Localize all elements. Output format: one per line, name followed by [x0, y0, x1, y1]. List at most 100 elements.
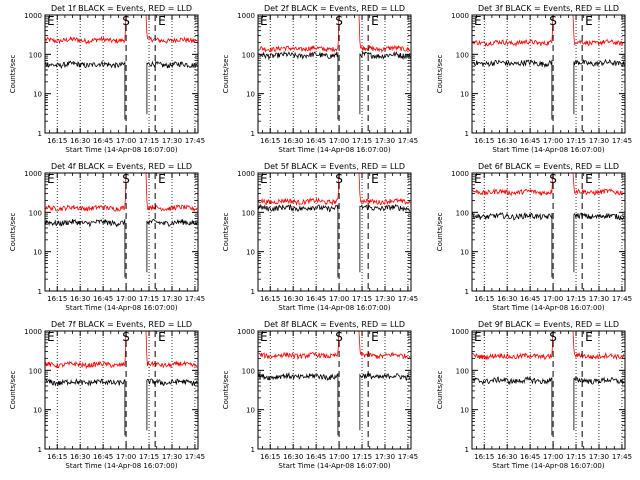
- marker-left-label: E: [47, 14, 55, 28]
- x-tick-label: 16:30: [283, 137, 303, 145]
- x-tick-label: 16:45: [93, 453, 113, 461]
- series-events-line: [472, 59, 553, 120]
- x-tick-label: 16:15: [47, 453, 67, 461]
- x-tick-label: 16:30: [70, 295, 90, 303]
- x-axis-label: Start Time (14-Apr-08 16:07:00): [492, 146, 604, 154]
- x-tick-label: 16:45: [306, 295, 326, 303]
- panel-title: Det 7f BLACK = Events, RED = LLD: [51, 320, 192, 329]
- marker-start-label: S: [122, 330, 130, 344]
- series-lld-line: [45, 172, 127, 212]
- series-lld-line: [258, 14, 340, 53]
- x-tick-label: 17:15: [139, 295, 159, 303]
- series-lld-line: [45, 330, 127, 370]
- panel-title: Det 5f BLACK = Events, RED = LLD: [264, 162, 405, 171]
- marker-end-label: E: [158, 14, 166, 28]
- x-tick-label: 17:15: [566, 295, 586, 303]
- y-tick-label: 100: [242, 51, 255, 59]
- series-lld-line: [572, 14, 625, 46]
- series-lld-line: [572, 330, 625, 361]
- marker-end-label: E: [158, 172, 166, 186]
- x-tick-label: 17:45: [612, 295, 632, 303]
- x-tick-label: 17:30: [589, 295, 609, 303]
- x-tick-label: 16:45: [520, 295, 540, 303]
- x-tick-label: 16:45: [520, 137, 540, 145]
- series-events-line: [573, 58, 625, 115]
- x-tick-label: 17:30: [162, 295, 182, 303]
- x-tick-label: 17:00: [543, 295, 563, 303]
- y-tick-label: 10: [460, 249, 469, 257]
- x-tick-label: 17:45: [398, 137, 418, 145]
- marker-left-label: E: [474, 330, 482, 344]
- x-tick-label: 17:45: [398, 295, 418, 303]
- marker-start-label: S: [122, 172, 130, 186]
- y-tick-label: 1000: [24, 328, 42, 336]
- y-axis-label: Counts/sec: [222, 213, 230, 252]
- marker-left-label: E: [260, 330, 268, 344]
- series-lld-line: [145, 172, 198, 212]
- x-tick-label: 17:30: [589, 453, 609, 461]
- plot-frame: [471, 330, 626, 450]
- y-tick-label: 100: [29, 51, 42, 59]
- y-tick-label: 1000: [237, 170, 255, 178]
- marker-start-label: S: [122, 14, 130, 28]
- x-tick-label: 17:45: [612, 137, 632, 145]
- series-lld-line: [472, 330, 554, 361]
- x-tick-label: 17:00: [116, 453, 136, 461]
- y-tick-label: 100: [29, 209, 42, 217]
- plot-frame: [257, 14, 412, 134]
- x-tick-label: 16:15: [260, 453, 280, 461]
- panel-title: Det 6f BLACK = Events, RED = LLD: [478, 162, 619, 171]
- marker-left-label: E: [47, 172, 55, 186]
- y-tick-label: 1: [251, 446, 255, 454]
- series-events-line: [146, 378, 198, 431]
- y-tick-label: 1000: [451, 12, 469, 20]
- x-tick-label: 17:15: [566, 137, 586, 145]
- x-tick-label: 17:00: [116, 295, 136, 303]
- y-tick-label: 100: [29, 367, 42, 375]
- x-tick-label: 16:45: [306, 453, 326, 461]
- y-tick-label: 100: [456, 51, 469, 59]
- series-lld-line: [358, 330, 411, 360]
- plot-frame: [257, 172, 412, 292]
- y-tick-label: 1: [465, 130, 469, 138]
- series-lld-line: [258, 330, 340, 360]
- marker-end-label: E: [371, 14, 379, 28]
- y-tick-label: 10: [33, 91, 42, 99]
- x-axis-label: Start Time (14-Apr-08 16:07:00): [278, 304, 390, 312]
- y-tick-label: 1: [251, 130, 255, 138]
- x-axis-label: Start Time (14-Apr-08 16:07:00): [278, 146, 390, 154]
- x-tick-label: 17:15: [352, 295, 372, 303]
- x-tick-label: 16:30: [497, 453, 517, 461]
- y-axis-label: Counts/sec: [222, 55, 230, 94]
- panel-title: Det 8f BLACK = Events, RED = LLD: [264, 320, 405, 329]
- plot-frame: [44, 172, 199, 292]
- marker-start-label: S: [549, 172, 557, 186]
- panel-title: Det 3f BLACK = Events, RED = LLD: [478, 4, 619, 13]
- x-axis-label: Start Time (14-Apr-08 16:07:00): [65, 146, 177, 154]
- marker-end-label: E: [585, 172, 593, 186]
- x-tick-label: 17:45: [185, 295, 205, 303]
- x-tick-label: 16:30: [70, 453, 90, 461]
- series-events-line: [45, 60, 126, 120]
- series-events-line: [573, 376, 625, 431]
- series-lld-line: [472, 14, 554, 48]
- x-tick-label: 17:00: [329, 453, 349, 461]
- y-tick-label: 10: [33, 249, 42, 257]
- series-lld-line: [358, 14, 411, 54]
- x-tick-label: 17:30: [375, 295, 395, 303]
- x-tick-label: 16:30: [497, 137, 517, 145]
- y-tick-label: 10: [246, 91, 255, 99]
- y-axis-label: Counts/sec: [9, 213, 17, 252]
- x-tick-label: 17:30: [589, 137, 609, 145]
- y-tick-label: 10: [246, 407, 255, 415]
- x-tick-label: 16:45: [93, 137, 113, 145]
- series-lld-line: [45, 14, 127, 45]
- series-events-line: [146, 60, 198, 115]
- series-events-line: [359, 50, 411, 115]
- y-tick-label: 1000: [24, 170, 42, 178]
